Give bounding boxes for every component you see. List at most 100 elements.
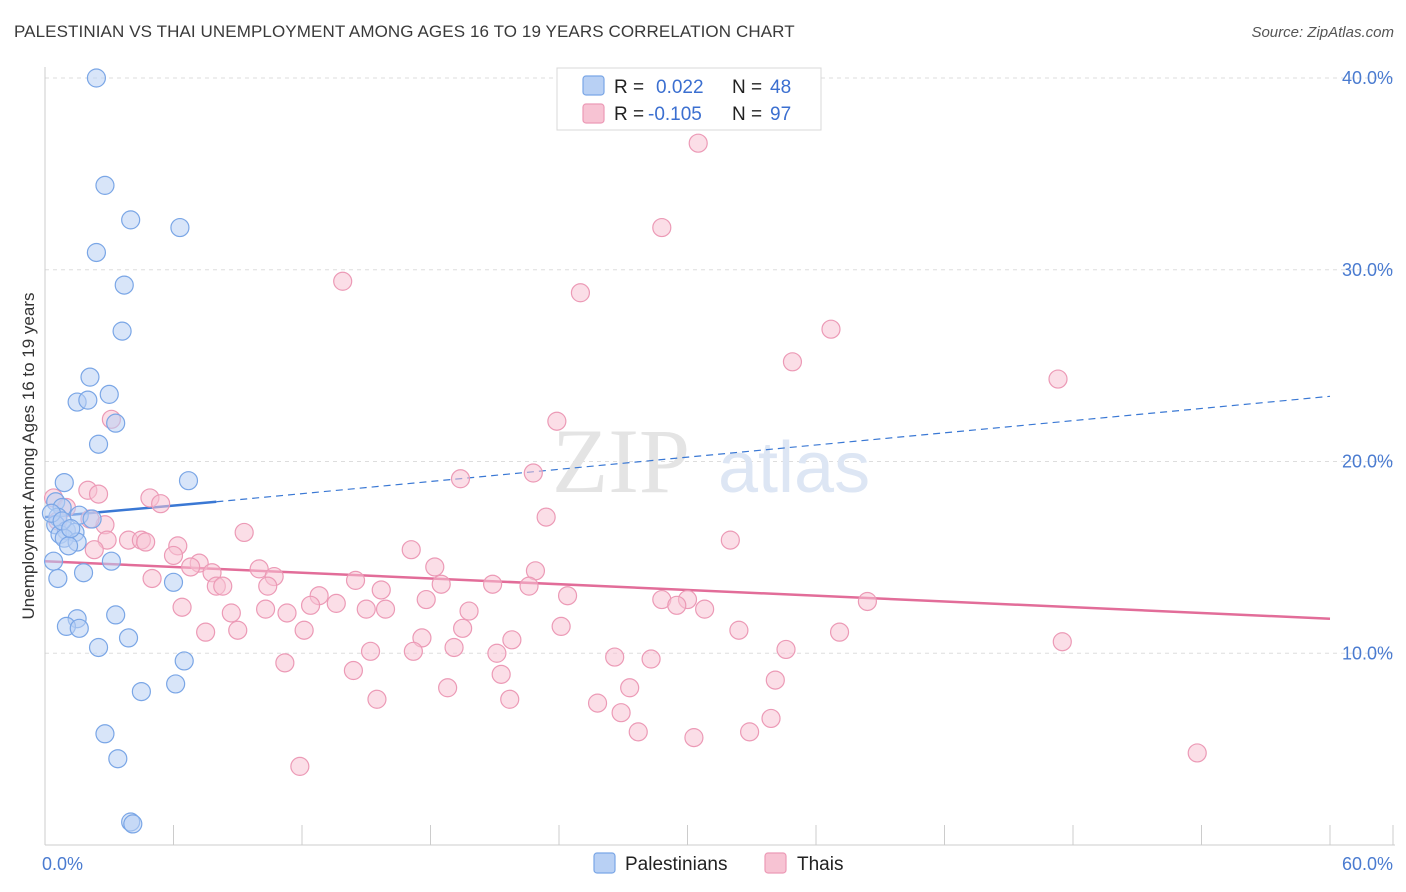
palestinians-point	[123, 814, 143, 834]
legend-n-value-thais: 97	[770, 104, 791, 125]
legend-r-label-palestinians: R =	[614, 77, 644, 98]
thais-point	[695, 599, 715, 619]
thais-point	[234, 522, 254, 543]
thais-point	[502, 630, 522, 650]
series-legend-label-palestinians: Palestinians	[625, 854, 727, 875]
thais-point	[491, 664, 511, 684]
palestinians-point	[54, 472, 74, 493]
legend-r-label-thais: R =	[614, 104, 644, 125]
thais-point	[450, 469, 471, 489]
thais-point	[523, 463, 543, 483]
thais-point	[275, 653, 295, 673]
palestinians-point	[69, 618, 89, 638]
thais-point	[641, 649, 661, 669]
thais-point	[740, 722, 760, 742]
thais-point	[326, 593, 346, 613]
palestinians-point	[78, 390, 98, 410]
palestinians-point	[48, 568, 68, 589]
thais-point	[333, 271, 353, 291]
thais-point	[172, 597, 192, 617]
correlation-legend: R = 0.022 N = 48 R = -0.105 N = 97	[556, 67, 822, 131]
gridlines	[45, 77, 1395, 654]
palestinians-trend-extension	[216, 395, 1331, 503]
legend-swatch-palestinians	[582, 75, 605, 96]
thais-point	[163, 545, 184, 566]
thais-point	[761, 708, 781, 729]
watermark-atlas: atlas	[718, 428, 870, 508]
thais-point	[782, 352, 803, 372]
thais-point	[438, 678, 458, 698]
thais-point	[444, 637, 464, 658]
palestinians-point	[99, 384, 119, 404]
legend-r-value-thais: -0.105	[648, 104, 702, 125]
palestinians-point	[86, 68, 107, 88]
y-tick-label: 30.0%	[1342, 260, 1393, 280]
x-tick-labels: 0.0% 60.0%	[42, 854, 1393, 874]
thais-point	[487, 643, 507, 663]
thais-point	[547, 411, 567, 431]
x-tick-label-max: 60.0%	[1342, 854, 1393, 874]
y-tick-labels: 10.0% 20.0% 30.0% 40.0%	[1342, 68, 1393, 663]
thais-point	[416, 589, 436, 610]
chart-title: PALESTINIAN VS THAI UNEMPLOYMENT AMONG A…	[14, 22, 795, 41]
watermark-zip: ZIP	[552, 410, 690, 512]
thais-point	[290, 756, 310, 776]
y-tick-label: 20.0%	[1342, 452, 1393, 472]
thais-point	[519, 576, 539, 596]
y-axis-title: Unemployment Among Ages 16 to 19 years	[19, 293, 38, 620]
palestinians-point	[61, 519, 81, 539]
thais-point	[228, 620, 248, 640]
thais-point	[277, 603, 297, 623]
thais-point	[151, 494, 171, 514]
palestinians-point	[114, 275, 134, 295]
palestinians-points	[41, 68, 199, 834]
palestinians-point	[82, 509, 102, 529]
thais-point	[688, 133, 708, 153]
thais-point	[459, 601, 479, 621]
legend-n-label-palestinians: N =	[732, 77, 762, 98]
thais-point	[605, 647, 625, 667]
palestinians-point	[118, 628, 139, 648]
thais-point	[557, 586, 578, 606]
thais-point	[551, 616, 571, 637]
thais-point	[821, 319, 841, 339]
palestinians-point	[106, 413, 126, 433]
thais-point	[431, 574, 451, 594]
palestinians-point	[80, 367, 100, 387]
palestinians-point	[43, 551, 64, 571]
thais-point	[684, 728, 704, 748]
series-legend-label-thais: Thais	[797, 854, 843, 875]
palestinians-point	[131, 681, 151, 702]
palestinians-point	[170, 217, 190, 238]
series-legend-swatch-thais	[764, 852, 787, 874]
series-legend-swatch-palestinians	[593, 852, 616, 874]
palestinians-point	[95, 724, 115, 744]
thais-points	[43, 133, 1207, 776]
x-tick-label-min: 0.0%	[42, 854, 83, 874]
palestinians-point	[106, 605, 126, 625]
palestinians-point	[174, 651, 194, 671]
legend-r-value-palestinians: 0.022	[656, 77, 704, 98]
palestinians-point	[73, 563, 94, 583]
thais-point	[667, 595, 687, 615]
thais-point	[294, 620, 314, 640]
y-tick-label: 10.0%	[1342, 643, 1393, 663]
thais-point	[829, 622, 850, 642]
thais-point	[88, 484, 109, 504]
thais-point	[729, 620, 749, 640]
palestinians-point	[163, 572, 184, 592]
thais-point	[483, 574, 503, 594]
thais-point	[587, 693, 608, 713]
palestinians-point	[108, 749, 128, 769]
thais-point	[776, 639, 796, 660]
palestinians-point	[178, 471, 199, 491]
thais-point	[620, 678, 640, 698]
thais-point	[136, 532, 156, 552]
thais-point	[300, 595, 321, 615]
thais-point	[221, 603, 241, 623]
palestinians-point	[88, 434, 109, 454]
series-legend: Palestinians Thais	[593, 852, 843, 875]
thais-point	[371, 580, 391, 600]
palestinians-point	[86, 242, 107, 263]
thais-point	[652, 217, 672, 238]
